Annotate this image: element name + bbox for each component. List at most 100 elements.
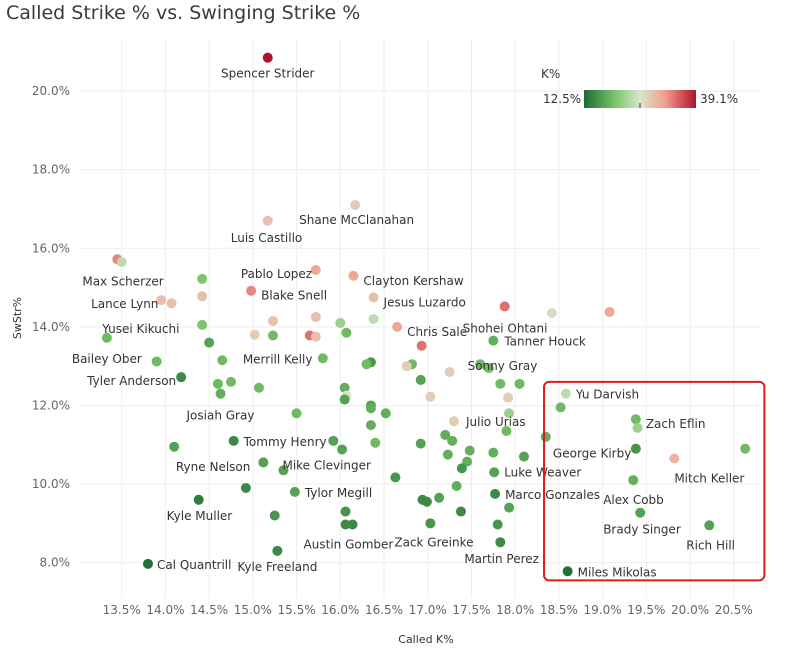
scatter-point[interactable] — [289, 486, 300, 497]
scatter-point[interactable] — [434, 492, 445, 503]
scatter-point[interactable] — [169, 441, 180, 452]
scatter-point[interactable] — [546, 308, 557, 319]
scatter-point[interactable] — [253, 382, 264, 393]
scatter-point[interactable] — [240, 482, 251, 493]
scatter-point[interactable] — [415, 438, 426, 449]
scatter-point[interactable] — [370, 437, 381, 448]
scatter-point[interactable] — [503, 392, 514, 403]
scatter-point[interactable] — [635, 507, 646, 518]
scatter-point[interactable] — [337, 444, 348, 455]
scatter-point[interactable] — [151, 356, 162, 367]
scatter-point[interactable] — [272, 545, 283, 556]
scatter-point[interactable] — [444, 367, 455, 378]
scatter-point[interactable] — [193, 494, 204, 505]
scatter-point[interactable] — [425, 518, 436, 529]
scatter-point[interactable] — [361, 359, 372, 370]
scatter-point[interactable] — [604, 306, 615, 317]
scatter-point[interactable] — [456, 463, 467, 474]
scatter-point[interactable] — [341, 327, 352, 338]
scatter-point[interactable] — [310, 264, 321, 275]
scatter-point[interactable] — [499, 301, 510, 312]
scatter-point[interactable] — [291, 408, 302, 419]
scatter-point[interactable] — [339, 382, 350, 393]
scatter-point[interactable] — [350, 200, 361, 211]
scatter-point[interactable] — [628, 475, 639, 486]
scatter-point[interactable] — [365, 420, 376, 431]
scatter-point[interactable] — [440, 429, 451, 440]
scatter-point[interactable] — [392, 321, 403, 332]
scatter-point[interactable] — [340, 519, 351, 530]
scatter-point[interactable] — [504, 408, 515, 419]
scatter-point[interactable] — [501, 425, 512, 436]
scatter-point[interactable] — [217, 355, 228, 366]
scatter-point[interactable] — [447, 435, 458, 446]
scatter-point[interactable] — [630, 443, 641, 454]
scatter-point[interactable] — [504, 502, 515, 513]
scatter-point[interactable] — [555, 402, 566, 413]
scatter-point[interactable] — [262, 52, 273, 63]
scatter-point[interactable] — [215, 388, 226, 399]
scatter-point[interactable] — [540, 431, 551, 442]
scatter-point[interactable] — [380, 408, 391, 419]
scatter-point[interactable] — [204, 337, 215, 348]
scatter-point[interactable] — [228, 435, 239, 446]
scatter-point[interactable] — [421, 496, 432, 507]
scatter-point[interactable] — [704, 520, 715, 531]
scatter-point[interactable] — [669, 453, 680, 464]
scatter-point[interactable] — [368, 292, 379, 303]
scatter-point[interactable] — [475, 359, 486, 370]
scatter-point[interactable] — [339, 394, 350, 405]
scatter-point[interactable] — [246, 285, 257, 296]
scatter-point[interactable] — [310, 312, 321, 323]
scatter-point[interactable] — [488, 335, 499, 346]
scatter-point[interactable] — [249, 329, 260, 340]
scatter-point[interactable] — [368, 314, 379, 324]
scatter-point[interactable] — [328, 435, 339, 446]
scatter-point[interactable] — [365, 403, 376, 414]
scatter-point[interactable] — [166, 298, 177, 309]
scatter-point[interactable] — [226, 376, 237, 387]
scatter-point[interactable] — [335, 317, 346, 328]
scatter-point[interactable] — [562, 566, 573, 577]
scatter-point[interactable] — [495, 378, 506, 389]
scatter-point[interactable] — [116, 257, 127, 268]
scatter-point[interactable] — [416, 340, 427, 351]
scatter-point[interactable] — [262, 215, 273, 226]
scatter-point[interactable] — [490, 488, 501, 499]
scatter-point[interactable] — [448, 416, 459, 427]
scatter-point[interactable] — [258, 457, 269, 468]
scatter-point[interactable] — [560, 388, 571, 399]
scatter-point[interactable] — [740, 443, 751, 454]
scatter-point[interactable] — [340, 506, 351, 517]
scatter-point[interactable] — [101, 332, 112, 343]
scatter-point[interactable] — [442, 449, 453, 460]
scatter-point[interactable] — [267, 315, 278, 326]
scatter-point[interactable] — [483, 363, 494, 374]
scatter-point[interactable] — [630, 414, 641, 425]
scatter-point[interactable] — [488, 447, 499, 458]
scatter-point[interactable] — [142, 558, 153, 569]
scatter-point[interactable] — [415, 374, 426, 385]
scatter-point[interactable] — [451, 481, 462, 492]
scatter-point[interactable] — [495, 537, 506, 548]
scatter-point[interactable] — [462, 456, 473, 467]
scatter-point[interactable] — [317, 353, 328, 364]
scatter-point[interactable] — [269, 510, 280, 521]
scatter-point[interactable] — [492, 519, 503, 530]
scatter-point[interactable] — [197, 291, 208, 302]
scatter-point[interactable] — [514, 378, 525, 389]
scatter-point[interactable] — [156, 295, 167, 306]
scatter-point[interactable] — [212, 378, 223, 389]
scatter-point[interactable] — [518, 451, 529, 462]
scatter-point[interactable] — [425, 391, 436, 402]
scatter-point[interactable] — [489, 467, 500, 478]
scatter-point[interactable] — [455, 506, 466, 517]
scatter-point[interactable] — [197, 273, 208, 284]
scatter-point[interactable] — [197, 319, 208, 330]
scatter-point[interactable] — [348, 270, 359, 281]
scatter-point[interactable] — [310, 331, 321, 342]
scatter-point[interactable] — [278, 465, 289, 476]
scatter-point[interactable] — [267, 330, 278, 341]
scatter-point[interactable] — [390, 472, 401, 483]
scatter-point[interactable] — [632, 422, 643, 433]
